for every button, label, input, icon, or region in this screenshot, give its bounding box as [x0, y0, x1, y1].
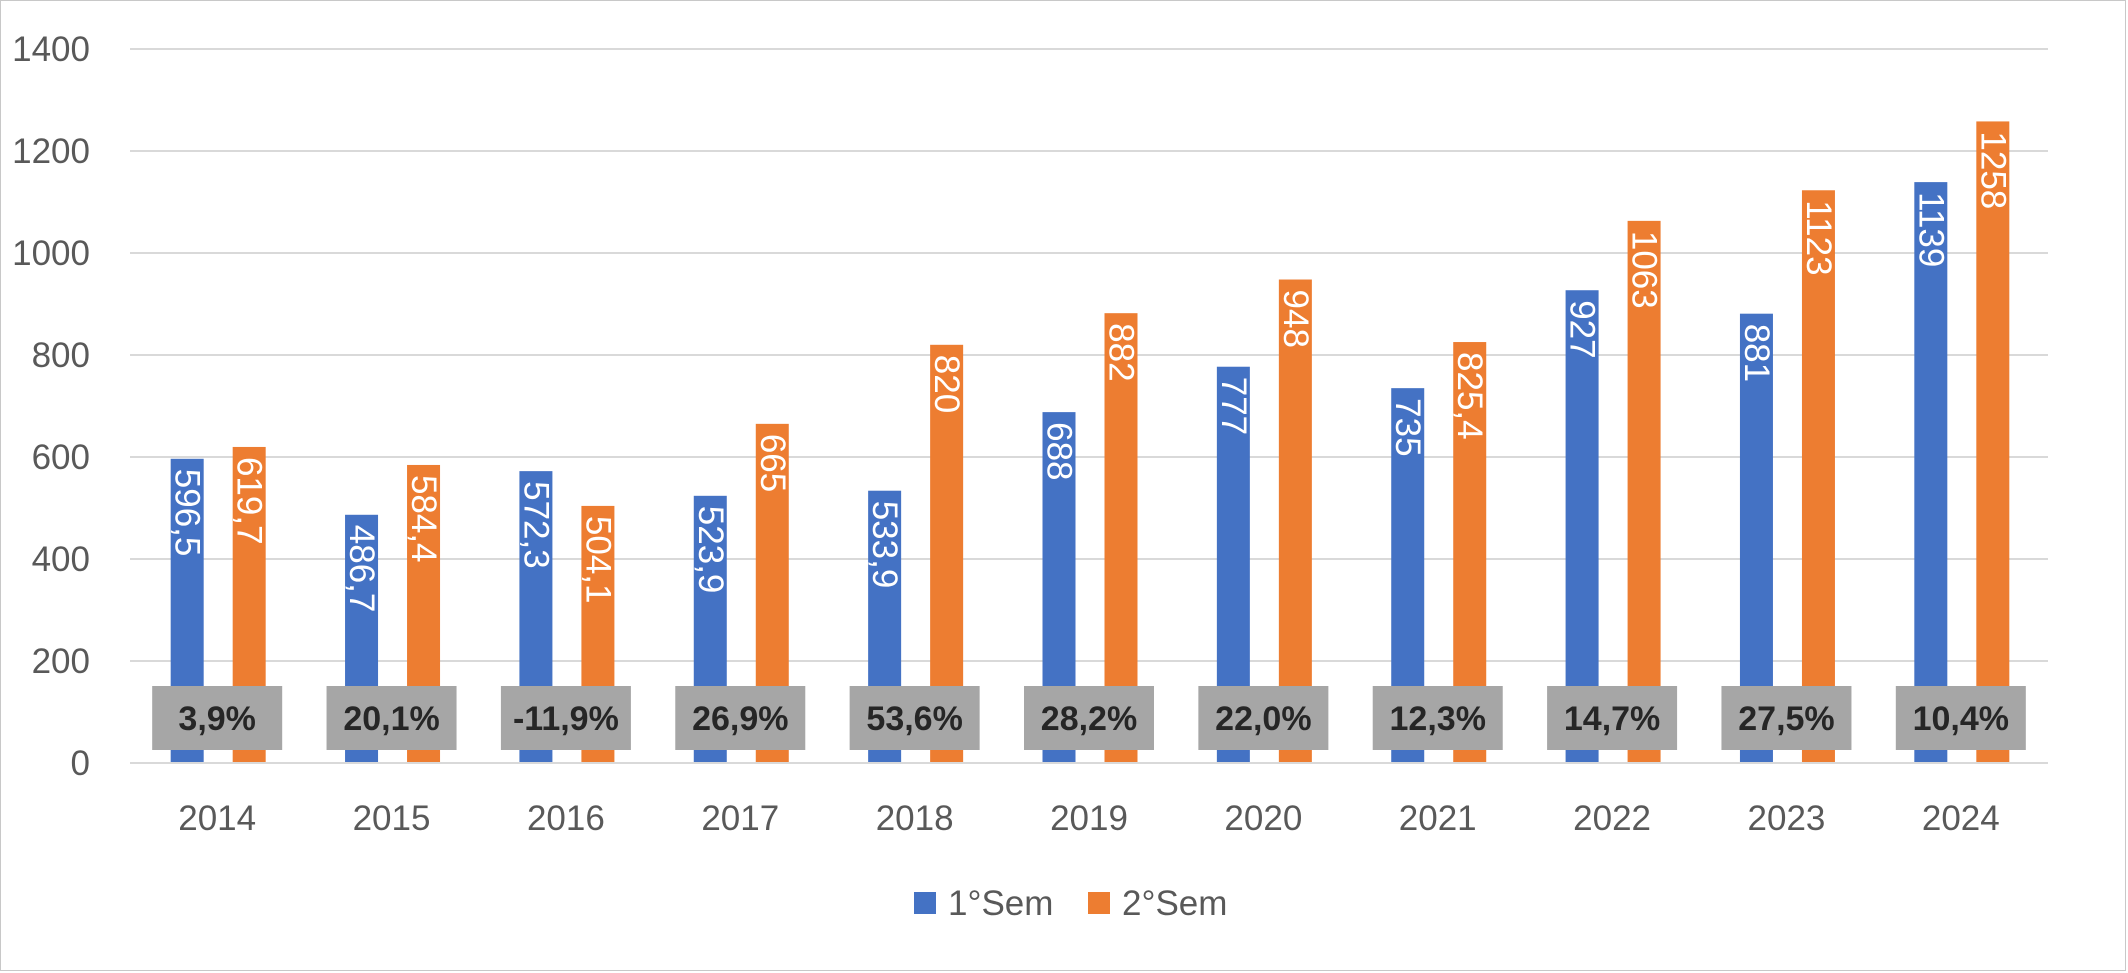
data-label: 688: [1040, 422, 1079, 480]
growth-box: [500, 686, 631, 750]
growth-label: 20,1%: [343, 700, 439, 738]
data-label: 948: [1276, 290, 1315, 348]
y-tick-label: 800: [32, 336, 90, 375]
data-label: 584,4: [404, 475, 443, 563]
data-label: 504,1: [578, 516, 617, 604]
y-tick-label: 1000: [12, 234, 90, 273]
growth-label: 12,3%: [1390, 700, 1486, 738]
x-tick-label: 2018: [876, 799, 954, 838]
legend-label-sem1: 1°Sem: [948, 884, 1053, 923]
growth-box: [849, 686, 980, 750]
bar-sem2: [1976, 121, 2010, 764]
legend-label-sem2: 2°Sem: [1122, 884, 1227, 923]
data-label: 1123: [1799, 200, 1838, 275]
y-tick-label: 200: [32, 642, 90, 681]
x-tick-label: 2020: [1224, 799, 1302, 838]
data-label: 619,7: [230, 457, 269, 545]
data-label: 927: [1563, 300, 1602, 358]
growth-annotations: 3,9% 20,1% -11,9% 26,9% 53,6% 28,2% 22,0% 12,3%…: [152, 686, 2026, 750]
growth-box: [1372, 686, 1503, 750]
data-label: 820: [927, 355, 966, 413]
legend: 1°Sem 2°Sem: [914, 884, 1227, 923]
growth-label: 53,6%: [866, 700, 962, 738]
growth-box: [326, 686, 457, 750]
growth-box: [152, 686, 283, 750]
y-tick-label: 400: [32, 540, 90, 579]
growth-box: [1895, 686, 2026, 750]
x-tick-label: 2023: [1748, 799, 1826, 838]
growth-label: 22,0%: [1215, 700, 1311, 738]
data-label: 735: [1388, 398, 1427, 456]
x-tick-label: 2014: [178, 799, 256, 838]
bar-sem1: [1914, 182, 1948, 764]
growth-label: 14,7%: [1564, 700, 1660, 738]
x-tick-label: 2015: [353, 799, 431, 838]
data-label: 486,7: [342, 525, 381, 613]
data-label: 777: [1214, 377, 1253, 435]
growth-label: 28,2%: [1041, 700, 1137, 738]
y-tick-label: 600: [32, 438, 90, 477]
x-tick-label: 2021: [1399, 799, 1477, 838]
bar-sem1: [1565, 290, 1599, 763]
growth-label: -11,9%: [513, 700, 619, 738]
growth-label: 27,5%: [1738, 700, 1834, 738]
x-tick-label: 2016: [527, 799, 605, 838]
y-tick-label: 1200: [12, 132, 90, 171]
data-label: 523,9: [691, 506, 730, 594]
bars: 596,5 619,7 486,7 584,4 572,3 504,1 523,9 665 53…: [168, 121, 2012, 764]
axes: 0 200 400 600 800 1000 1200 1400 2014 2015 2016 201…: [12, 30, 2048, 838]
growth-box: [1198, 686, 1329, 750]
legend-swatch-sem2: [1088, 892, 1110, 914]
legend-swatch-sem1: [914, 892, 936, 914]
data-label: 572,3: [516, 481, 555, 569]
data-label: 533,9: [865, 501, 904, 589]
growth-label: 26,9%: [692, 700, 788, 738]
x-tick-label: 2017: [701, 799, 779, 838]
growth-box: [1721, 686, 1852, 750]
growth-box: [1024, 686, 1154, 750]
data-label: 1258: [1973, 131, 2012, 209]
data-label: 1063: [1625, 231, 1664, 309]
y-tick-label: 1400: [12, 30, 90, 69]
growth-label: 3,9%: [178, 700, 256, 738]
growth-box: [1547, 686, 1678, 750]
growth-box: [675, 686, 806, 750]
data-label: 882: [1102, 323, 1141, 381]
x-tick-label: 2024: [1922, 799, 2000, 838]
data-label: 665: [753, 434, 792, 492]
y-tick-label: 0: [71, 744, 90, 783]
bar-sem2: [1627, 220, 1661, 763]
data-label: 1139: [1911, 192, 1950, 267]
x-tick-label: 2022: [1573, 799, 1651, 838]
data-label: 825,4: [1450, 352, 1489, 440]
x-tick-label: 2019: [1050, 799, 1128, 838]
data-label: 881: [1737, 324, 1776, 382]
gridlines: [130, 48, 2048, 662]
data-label: 596,5: [168, 469, 207, 557]
bar-sem2: [1801, 190, 1835, 763]
growth-label: 10,4%: [1913, 700, 2009, 738]
bar-sem2: [1278, 279, 1312, 763]
